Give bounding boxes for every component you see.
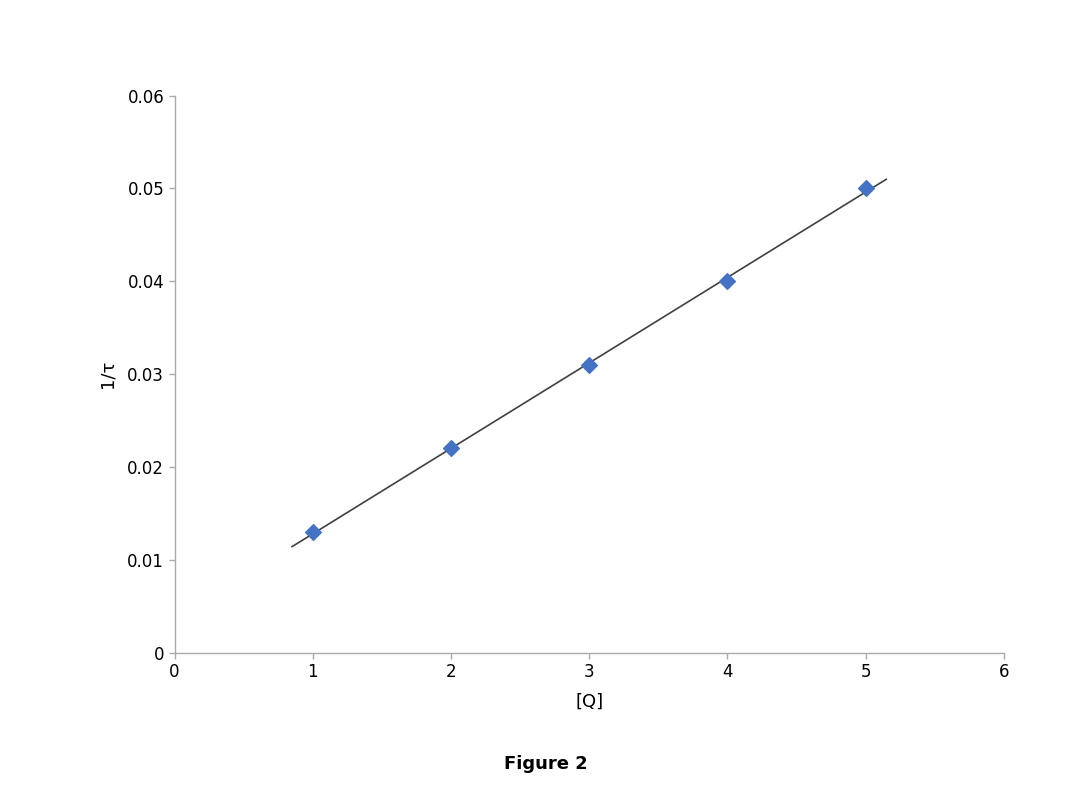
Y-axis label: 1/τ: 1/τ: [98, 360, 116, 388]
X-axis label: [Q]: [Q]: [575, 693, 603, 710]
Text: Figure 2: Figure 2: [504, 755, 587, 773]
Point: [580, 358, 598, 371]
Point: [856, 182, 874, 195]
Point: [719, 275, 736, 287]
Point: [442, 442, 459, 455]
Point: [304, 525, 322, 538]
